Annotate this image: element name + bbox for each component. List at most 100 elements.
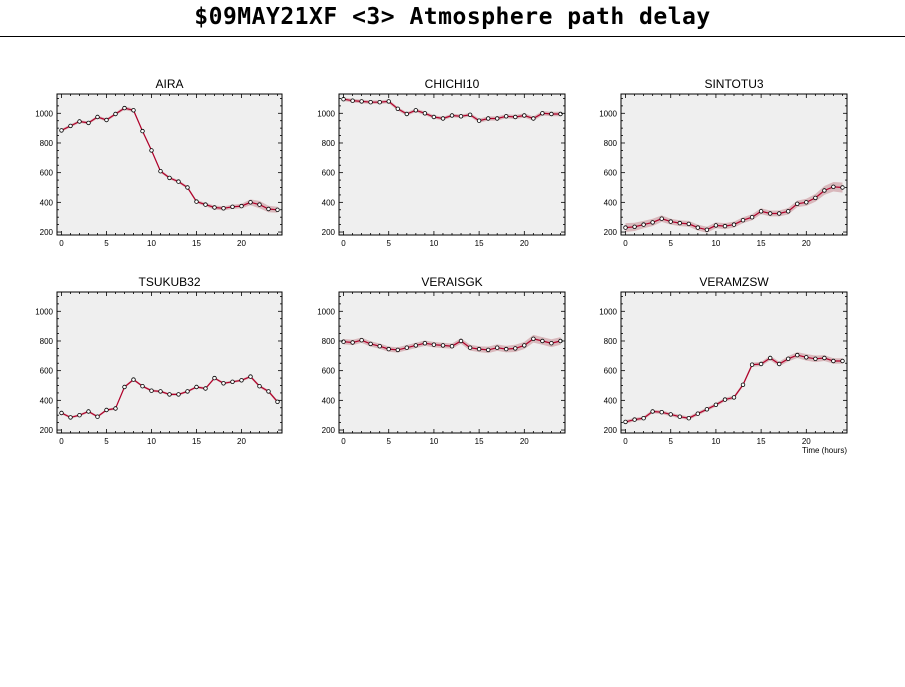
x-tick-label: 5 — [386, 437, 391, 446]
data-point — [686, 221, 691, 227]
data-point — [212, 375, 217, 381]
data-point — [86, 120, 91, 126]
data-point — [230, 379, 235, 384]
data-point — [677, 220, 682, 226]
data-point — [449, 113, 455, 118]
data-point — [185, 389, 190, 394]
y-tick-label: 1000 — [599, 109, 617, 118]
data-point — [458, 114, 464, 119]
x-tick-label: 5 — [386, 239, 391, 248]
y-tick-label: 200 — [322, 426, 336, 435]
data-point — [257, 384, 262, 389]
y-tick-label: 200 — [40, 426, 54, 435]
y-tick-label: 800 — [322, 337, 336, 346]
x-tick-label: 15 — [475, 437, 484, 446]
x-tick-label: 10 — [147, 239, 156, 248]
data-point — [131, 108, 136, 113]
data-point — [77, 413, 82, 418]
x-tick-label: 0 — [341, 239, 346, 248]
data-point — [686, 416, 691, 421]
data-point — [549, 111, 554, 117]
data-point — [131, 377, 136, 382]
data-point — [713, 223, 719, 228]
data-point — [185, 185, 190, 190]
data-point — [768, 211, 773, 216]
y-tick-label: 400 — [322, 396, 336, 405]
y-tick-label: 200 — [322, 228, 336, 237]
data-point — [786, 356, 791, 361]
data-point — [749, 362, 755, 367]
data-point — [695, 225, 700, 230]
x-tick-label: 15 — [192, 437, 201, 446]
data-point — [158, 168, 163, 174]
data-point — [368, 99, 373, 105]
y-tick-label: 800 — [40, 139, 54, 148]
data-point — [540, 111, 545, 116]
x-tick-label: 20 — [520, 437, 529, 446]
y-tick-label: 600 — [604, 367, 618, 376]
data-point — [359, 338, 364, 343]
data-point — [677, 414, 682, 419]
data-point — [650, 220, 655, 225]
data-point — [140, 384, 145, 389]
panel-title: TSUKUB32 — [138, 275, 200, 289]
data-point — [695, 411, 700, 416]
data-point — [722, 223, 728, 229]
data-point — [540, 338, 545, 344]
data-point — [248, 200, 253, 205]
y-tick-label: 200 — [604, 228, 618, 237]
data-point — [513, 114, 518, 120]
data-point — [386, 99, 391, 104]
data-point — [531, 116, 536, 121]
data-point — [813, 356, 818, 361]
data-point — [495, 116, 500, 121]
data-point — [95, 414, 100, 419]
data-point — [350, 98, 355, 103]
data-point — [768, 355, 773, 361]
x-tick-label: 15 — [757, 239, 766, 248]
data-point — [495, 345, 500, 350]
y-tick-label: 600 — [604, 169, 618, 178]
x-tick-label: 20 — [520, 239, 529, 248]
y-tick-label: 600 — [40, 169, 54, 178]
data-point — [266, 206, 271, 212]
data-point — [149, 148, 154, 153]
data-point — [486, 347, 491, 353]
data-point — [476, 346, 482, 352]
x-tick-label: 5 — [104, 437, 109, 446]
page-title: $09MAY21XF <3> Atmosphere path delay — [194, 4, 711, 30]
y-tick-label: 200 — [604, 426, 618, 435]
data-point — [704, 407, 710, 412]
data-point — [722, 397, 728, 402]
x-tick-label: 10 — [711, 437, 720, 446]
error-band — [625, 352, 843, 424]
data-point — [113, 406, 118, 411]
plot-area — [621, 292, 847, 433]
data-point — [68, 123, 73, 129]
x-tick-label: 20 — [237, 239, 246, 248]
data-point — [531, 336, 536, 341]
data-point — [522, 113, 527, 118]
data-point — [77, 119, 82, 124]
y-tick-label: 400 — [322, 198, 336, 207]
data-point — [122, 105, 127, 111]
data-point — [467, 345, 473, 350]
data-point — [840, 358, 845, 364]
data-point — [386, 346, 391, 352]
data-point — [395, 106, 400, 111]
data-point — [377, 99, 382, 105]
data-point — [758, 361, 764, 367]
data-point — [668, 412, 673, 417]
data-point — [795, 201, 800, 206]
data-point — [239, 203, 244, 209]
y-tick-label: 400 — [604, 396, 618, 405]
panel-veramzsw: 0 5 10 15 20 200 400 600 800 1000 VERAMZSW Time (ho… — [599, 275, 848, 455]
data-point — [749, 214, 755, 220]
data-point — [350, 340, 355, 345]
x-tick-label: 15 — [475, 239, 484, 248]
y-tick-label: 800 — [40, 337, 54, 346]
data-point — [632, 417, 637, 422]
data-point — [777, 211, 782, 216]
y-tick-label: 800 — [322, 139, 336, 148]
